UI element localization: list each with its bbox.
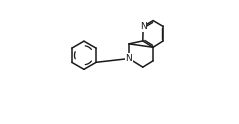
Text: N: N	[140, 22, 147, 31]
Text: N: N	[125, 54, 132, 63]
